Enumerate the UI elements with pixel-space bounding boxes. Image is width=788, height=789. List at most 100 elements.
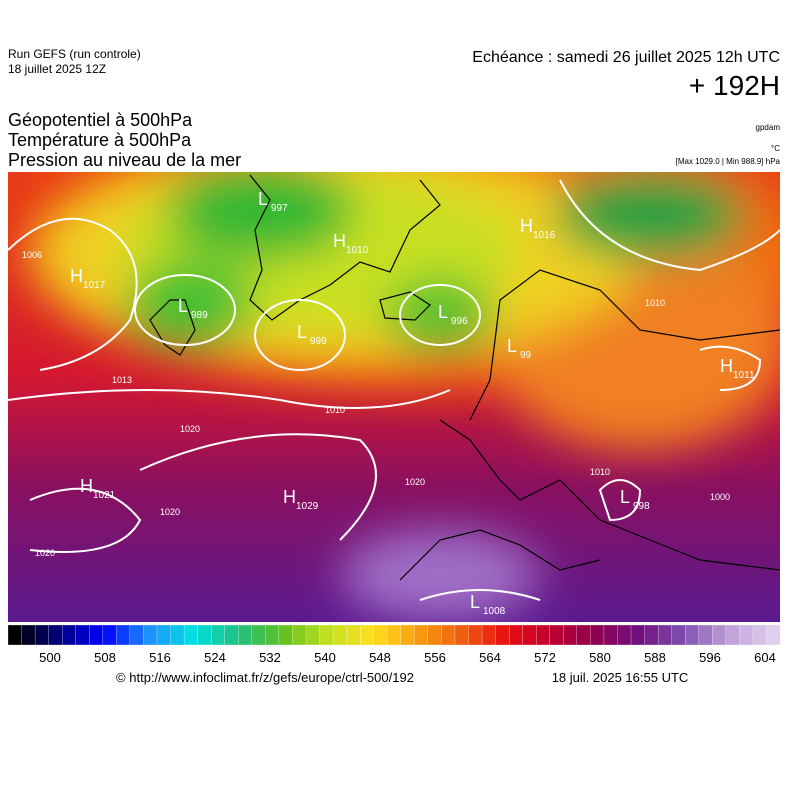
run-date: 18 juillet 2025 12Z bbox=[8, 62, 106, 76]
center-type: L bbox=[620, 487, 630, 507]
colorbar-swatch bbox=[712, 624, 727, 646]
colorbar-swatch bbox=[522, 624, 537, 646]
colorbar-tick-label: 572 bbox=[534, 650, 556, 665]
colorbar-swatch bbox=[481, 624, 497, 646]
isobar-label: 1006 bbox=[22, 250, 42, 260]
center-type: L bbox=[178, 296, 188, 316]
temperature-field bbox=[20, 172, 780, 620]
center-type: H bbox=[80, 476, 93, 496]
colorbar-swatch bbox=[143, 624, 158, 646]
colorbar-swatch bbox=[563, 624, 578, 646]
colorbar-tick-label: 556 bbox=[424, 650, 446, 665]
isobar-label: 1000 bbox=[710, 492, 730, 502]
colorbar-swatch bbox=[170, 624, 185, 646]
isobar-label: 1020 bbox=[405, 477, 425, 487]
colorbar-swatch bbox=[346, 624, 361, 646]
isobar-label: 1010 bbox=[325, 405, 345, 415]
colorbar-swatch bbox=[75, 624, 90, 646]
colorbar-tick-label: 588 bbox=[644, 650, 666, 665]
colorbar-swatch bbox=[739, 624, 754, 646]
colorbar-swatch bbox=[766, 624, 781, 646]
unit: °C bbox=[771, 144, 780, 153]
colorbar-swatch bbox=[305, 624, 320, 646]
isobar-label: 1013 bbox=[112, 375, 132, 385]
colorbar-swatch bbox=[21, 624, 36, 646]
colorbar-swatch bbox=[373, 624, 388, 646]
center-type: H bbox=[333, 231, 346, 251]
colorbar-swatch bbox=[536, 624, 551, 646]
colorbar-swatch bbox=[238, 624, 253, 646]
colorbar-swatch bbox=[7, 624, 22, 646]
title: Température à 500hPa bbox=[8, 130, 192, 150]
colorbar-tick-label: 532 bbox=[259, 650, 281, 665]
colorbar-swatch bbox=[102, 624, 117, 646]
colorbar-swatch bbox=[278, 624, 293, 646]
center-value: 1008 bbox=[483, 606, 506, 617]
colorbar-tick-label: 580 bbox=[589, 650, 611, 665]
center-type: H bbox=[720, 356, 733, 376]
colorbar-swatch bbox=[508, 624, 524, 646]
colorbar-swatch bbox=[590, 624, 605, 646]
colorbar-swatch bbox=[48, 624, 63, 646]
colorbar-swatch bbox=[427, 624, 442, 646]
colorbar-swatch bbox=[414, 624, 429, 646]
center-value: 99 bbox=[520, 350, 532, 361]
colorbar-tick-label: 604 bbox=[754, 650, 776, 665]
footer-generated: 18 juil. 2025 16:55 UTC bbox=[552, 670, 689, 685]
center-value: 1017 bbox=[83, 280, 106, 291]
isobars bbox=[8, 179, 780, 601]
center-value: 997 bbox=[271, 203, 288, 214]
colorbar-swatch bbox=[725, 624, 740, 646]
center-value: 998 bbox=[633, 501, 650, 512]
colorbar-swatch bbox=[292, 624, 307, 646]
colorbar-swatch bbox=[400, 624, 415, 646]
colorbar-swatch bbox=[387, 624, 402, 646]
colorbar-swatch bbox=[671, 624, 686, 646]
colorbar-swatch bbox=[549, 624, 564, 646]
colorbar-swatch bbox=[752, 624, 767, 646]
echeance: Echéance : samedi 26 juillet 2025 12h UT… bbox=[472, 49, 780, 66]
colorbar-swatch bbox=[34, 624, 50, 646]
colorbar-swatch bbox=[251, 624, 266, 646]
center-value: 996 bbox=[451, 316, 468, 327]
unit: gpdam bbox=[756, 123, 781, 132]
colorbar-swatch bbox=[454, 624, 469, 646]
title: Géopotentiel à 500hPa bbox=[8, 110, 193, 130]
run: Run GEFS (run controle) bbox=[8, 47, 141, 61]
unit: [Max 1029.0 | Min 988.9] hPa bbox=[676, 157, 781, 166]
colorbar-swatch bbox=[332, 624, 348, 646]
center-type: L bbox=[438, 302, 448, 322]
center-type: L bbox=[258, 189, 268, 209]
colorbar-tick-label: 548 bbox=[369, 650, 391, 665]
horizon: + 192H bbox=[689, 70, 780, 101]
colorbar-swatch bbox=[62, 624, 77, 646]
colorbar-swatch bbox=[129, 624, 144, 646]
colorbar-swatch bbox=[211, 624, 226, 646]
colorbar-swatch bbox=[617, 624, 632, 646]
colorbar-swatch bbox=[644, 624, 659, 646]
colorbar-swatch bbox=[183, 624, 199, 646]
colorbar-swatch bbox=[630, 624, 646, 646]
colorbar-swatch bbox=[319, 624, 334, 646]
colorbar-swatch bbox=[89, 624, 104, 646]
colorbar-swatch bbox=[495, 624, 510, 646]
colorbar-swatch bbox=[685, 624, 700, 646]
center-type: L bbox=[297, 322, 307, 342]
isobar-label: 1020 bbox=[35, 548, 55, 558]
colorbar-swatch bbox=[576, 624, 591, 646]
footer-source: © http://www.infoclimat.fr/z/gefs/europe… bbox=[116, 670, 414, 685]
colorbar-swatch bbox=[657, 624, 673, 646]
colorbar-swatch bbox=[265, 624, 280, 646]
center-value: 989 bbox=[191, 310, 208, 321]
center-value: 1010 bbox=[346, 245, 369, 256]
center-type: L bbox=[470, 592, 480, 612]
isobar-label: 1010 bbox=[645, 298, 665, 308]
center-type: L bbox=[507, 336, 517, 356]
colorbar-swatch bbox=[224, 624, 239, 646]
colorbar-tick-label: 524 bbox=[204, 650, 226, 665]
colorbar-tick-label: 508 bbox=[94, 650, 116, 665]
center-value: 1029 bbox=[296, 501, 319, 512]
colorbar-swatch bbox=[197, 624, 212, 646]
